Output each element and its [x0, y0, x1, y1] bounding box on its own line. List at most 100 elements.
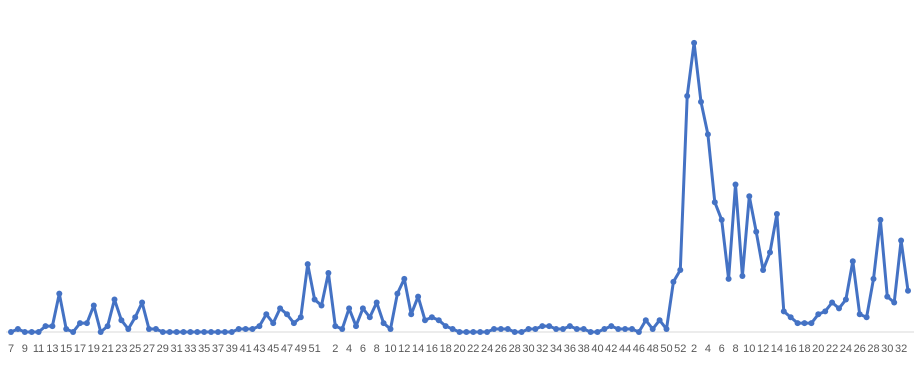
x-tick-label: 7 [8, 343, 14, 355]
point [387, 326, 394, 333]
point [753, 228, 760, 235]
x-tick-label: 6 [360, 343, 366, 355]
point [829, 299, 836, 306]
point [656, 317, 663, 324]
x-tick-label: 39 [226, 343, 238, 355]
point [228, 329, 235, 335]
point [615, 326, 622, 333]
point [152, 326, 159, 333]
x-tick-label: 14 [771, 343, 783, 355]
point [208, 329, 215, 335]
point [594, 329, 601, 335]
x-tick-label: 8 [374, 343, 380, 355]
point [704, 131, 711, 138]
x-tick-label: 51 [308, 343, 320, 355]
x-tick-label: 24 [840, 343, 852, 355]
point [566, 323, 573, 330]
point [849, 258, 856, 265]
x-tick-label: 4 [705, 343, 711, 355]
x-tick-label: 18 [798, 343, 810, 355]
point [587, 329, 594, 335]
point [622, 326, 629, 333]
line [10, 41, 910, 334]
point [366, 314, 373, 321]
point [194, 329, 201, 335]
x-tick-label: 44 [619, 343, 631, 355]
point [332, 323, 339, 330]
point [539, 323, 546, 330]
point [822, 308, 829, 315]
x-tick-label: 28 [867, 343, 879, 355]
point [905, 287, 911, 294]
point [746, 193, 753, 200]
point [408, 311, 415, 318]
x-tick-label: 27 [143, 343, 155, 355]
point [491, 326, 497, 333]
point [580, 326, 587, 333]
x-tick-label: 46 [633, 343, 645, 355]
x-tick-label: 26 [495, 343, 507, 355]
x-tick-label: 48 [647, 343, 659, 355]
point [767, 249, 773, 256]
point [118, 317, 125, 324]
point [277, 305, 284, 312]
point [787, 314, 794, 321]
point [270, 320, 277, 327]
point [670, 278, 677, 285]
point [808, 320, 815, 327]
point [353, 323, 359, 330]
point [14, 326, 21, 333]
x-tick-label: 16 [785, 343, 797, 355]
x-tick-label: 13 [46, 343, 58, 355]
x-tick-label: 10 [743, 343, 755, 355]
point [42, 323, 49, 330]
point [159, 329, 166, 335]
point [442, 323, 449, 330]
x-tick-label: 4 [346, 343, 352, 355]
point [504, 326, 511, 333]
x-tick-label: 12 [398, 343, 410, 355]
point [325, 270, 332, 276]
point [187, 329, 194, 335]
x-tick-label: 6 [719, 343, 725, 355]
point [780, 308, 787, 315]
point [146, 326, 152, 333]
x-tick-label: 26 [854, 343, 866, 355]
point [380, 320, 387, 327]
point [242, 326, 249, 333]
point [249, 326, 256, 333]
point [139, 299, 146, 306]
point [311, 296, 318, 303]
x-tick-label: 41 [239, 343, 251, 355]
x-tick-label: 20 [453, 343, 465, 355]
point [435, 317, 442, 324]
point [684, 93, 691, 99]
x-tick-label: 25 [129, 343, 141, 355]
point [456, 329, 463, 335]
point [35, 329, 42, 335]
point [111, 296, 118, 303]
x-tick-label: 31 [170, 343, 182, 355]
x-tick-label: 40 [591, 343, 603, 355]
x-tick-label: 36 [564, 343, 576, 355]
x-tick-label: 12 [757, 343, 769, 355]
x-tick-label: 18 [440, 343, 452, 355]
point [884, 293, 891, 300]
point [760, 267, 767, 274]
x-tick-label: 16 [426, 343, 438, 355]
point [718, 216, 725, 223]
x-tick-label: 22 [826, 343, 838, 355]
x-tick-label: 47 [281, 343, 293, 355]
point [836, 305, 842, 312]
point [546, 323, 553, 330]
point [863, 314, 870, 321]
point [97, 329, 104, 335]
x-tick-label: 14 [412, 343, 424, 355]
point [698, 98, 704, 105]
point [415, 293, 422, 300]
x-tick-label: 50 [660, 343, 672, 355]
point [49, 323, 56, 330]
x-tick-label: 19 [88, 343, 100, 355]
point [8, 329, 14, 335]
x-tick-label: 37 [212, 343, 224, 355]
